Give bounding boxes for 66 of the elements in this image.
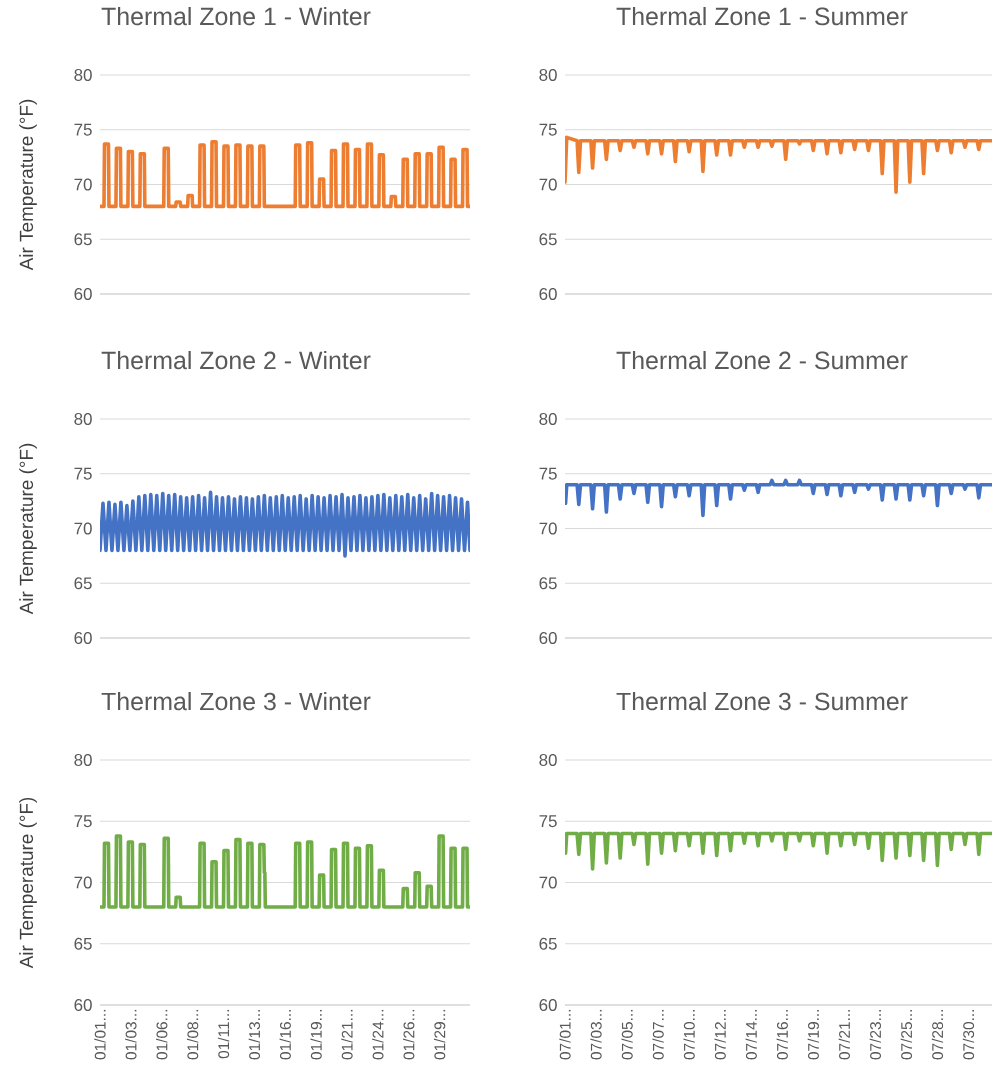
x-tick-label: 01/11... (217, 1009, 230, 1059)
x-tick-label: 07/14... (745, 1009, 757, 1060)
x-tick-label: 01/29... (433, 1009, 446, 1060)
x-tick-label: 01/21... (341, 1009, 353, 1060)
x-tick-label: 07/25... (900, 1009, 913, 1060)
y-tick-label: 65 (539, 233, 557, 246)
x-tick-label: 01/24... (372, 1009, 384, 1060)
y-tick-label: 80 (539, 754, 557, 766)
x-tick-label: 07/07... (652, 1009, 664, 1060)
y-tick-label: 70 (539, 876, 557, 889)
y-tick-label: 80 (74, 412, 92, 425)
y-tick-label: 75 (74, 815, 92, 828)
x-tick-label: 01/06... (156, 1009, 168, 1060)
line-series (100, 490, 470, 558)
y-tick-label: 70 (74, 876, 92, 889)
x-tick-label: 07/12... (714, 1009, 726, 1060)
x-tick-label: 01/13... (248, 1009, 261, 1060)
y-axis-title: Air Temperature (°F) (19, 443, 37, 615)
y-tick-label: 65 (539, 937, 557, 950)
chart-title: Thermal Zone 3 - Summer (616, 691, 908, 711)
x-tick-label: 07/19... (807, 1009, 819, 1060)
y-tick-label: 80 (539, 412, 557, 425)
x-tick-label: 07/28... (931, 1009, 944, 1060)
x-tick-label: 07/03... (590, 1009, 602, 1060)
y-axis-title: Air Temperature (°F) (19, 99, 37, 271)
x-tick-label: 07/10... (683, 1009, 695, 1060)
x-tick-label: 01/19... (310, 1009, 322, 1060)
chart-title: Thermal Zone 1 - Summer (616, 6, 908, 26)
y-tick-label: 70 (539, 522, 557, 535)
y-tick-label: 60 (539, 287, 557, 300)
y-tick-label: 70 (74, 522, 92, 535)
y-tick-label: 60 (539, 999, 557, 1011)
y-tick-label: 80 (74, 754, 92, 766)
chart-title: Thermal Zone 1 - Winter (101, 6, 371, 26)
y-tick-label: 75 (539, 467, 557, 480)
y-tick-label: 65 (74, 233, 92, 246)
chart-title: Thermal Zone 2 - Winter (101, 350, 371, 370)
y-tick-label: 60 (74, 999, 92, 1011)
y-tick-label: 80 (74, 68, 92, 81)
y-tick-label: 60 (74, 287, 92, 300)
x-tick-label: 01/08... (186, 1009, 199, 1060)
x-tick-label: 07/16... (776, 1009, 788, 1060)
y-tick-label: 75 (74, 467, 92, 480)
y-tick-label: 75 (539, 123, 557, 136)
y-axis-title: Air Temperature (°F) (19, 797, 37, 969)
x-tick-label: 01/16... (279, 1009, 291, 1060)
x-tick-label: 01/26... (403, 1009, 415, 1060)
x-tick-label: 07/21... (838, 1009, 850, 1060)
x-tick-label: 07/23... (869, 1009, 882, 1060)
y-tick-label: 70 (74, 178, 92, 191)
y-tick-label: 80 (539, 68, 557, 81)
y-tick-label: 75 (539, 815, 557, 828)
chart-title: Thermal Zone 2 - Summer (616, 350, 908, 370)
chart-title: Thermal Zone 3 - Winter (101, 691, 371, 711)
y-tick-label: 65 (74, 577, 92, 590)
y-tick-label: 60 (74, 632, 92, 644)
x-tick-label: 07/05... (621, 1009, 633, 1060)
x-tick-label: 07/30... (962, 1009, 975, 1060)
y-tick-label: 65 (539, 577, 557, 590)
x-tick-label: 07/01... (559, 1009, 571, 1060)
x-tick-label: 01/01... (94, 1009, 106, 1060)
y-tick-label: 60 (539, 632, 557, 644)
x-tick-label: 01/03... (125, 1009, 137, 1060)
y-tick-label: 65 (74, 937, 92, 950)
y-tick-label: 75 (74, 123, 92, 136)
y-tick-label: 70 (539, 178, 557, 191)
